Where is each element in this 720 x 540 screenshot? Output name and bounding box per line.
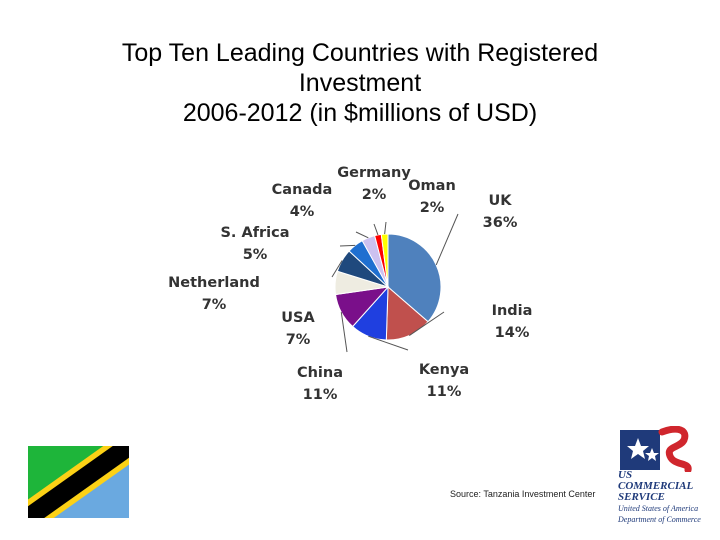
slice-label: India 14% — [492, 303, 533, 341]
logo-line-4: United States of America — [618, 504, 699, 513]
leader-line — [373, 223, 379, 236]
leader-line — [408, 311, 445, 336]
leader-line — [340, 311, 348, 353]
leader-line — [331, 260, 343, 278]
leader-line — [368, 335, 409, 351]
leader-line — [384, 221, 387, 235]
source-note: Source: Tanzania Investment Center — [450, 489, 596, 499]
slice-label: China 11% — [297, 365, 343, 403]
slice-label: Germany 2% — [337, 165, 411, 203]
leader-line — [339, 244, 356, 247]
title-line-2: Investment — [298, 69, 422, 97]
logo-line-2: COMMERCIAL — [618, 480, 694, 492]
leader-line — [435, 213, 459, 266]
slice-label: Canada 4% — [272, 182, 333, 220]
logo-line-1: US — [618, 469, 633, 481]
chart-title: Top Ten Leading Countries with Registere… — [60, 38, 660, 128]
slice-label: Kenya 11% — [419, 362, 469, 400]
slice-label: Oman 2% — [408, 178, 456, 216]
logo-line-3: SERVICE — [618, 491, 665, 503]
tanzania-flag — [28, 446, 129, 518]
slice-label: UK 36% — [483, 193, 518, 231]
title-line-1: Top Ten Leading Countries with Registere… — [121, 39, 599, 67]
us-commercial-service-logo — [620, 426, 692, 472]
logo-text: US COMMERCIAL SERVICE United States of A… — [618, 470, 710, 525]
title-line-3: 2006-2012 (in $millions of USD) — [182, 99, 538, 127]
slice-label: USA 7% — [281, 310, 315, 348]
leader-line — [355, 231, 369, 239]
slice-label: Netherland 7% — [168, 275, 260, 313]
logo-line-5: Department of Commerce — [618, 515, 701, 524]
pie-slices — [334, 233, 442, 341]
slice-label: S. Africa 5% — [220, 225, 289, 263]
